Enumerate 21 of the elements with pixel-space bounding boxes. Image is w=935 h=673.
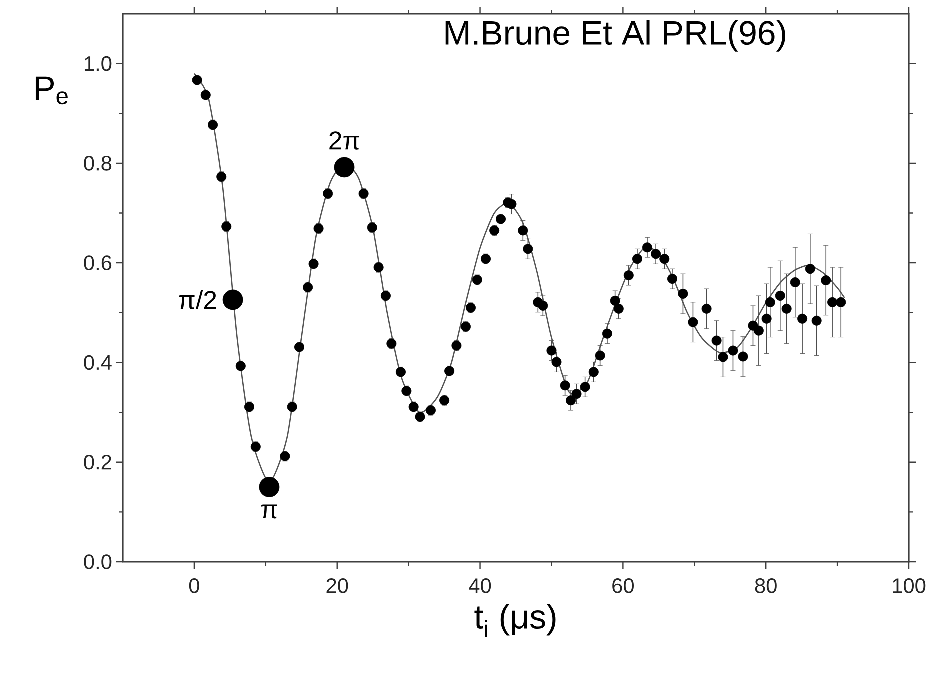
point xyxy=(222,290,244,310)
y-tick-label: 0.2 xyxy=(84,454,112,470)
y-tick-label: 1.0 xyxy=(84,56,112,72)
annotation: π xyxy=(262,504,278,519)
y-axis-title: P$_{e}$ xyxy=(36,76,68,105)
y-tick-label: 0.0 xyxy=(84,554,112,570)
y-tick-label: 0.8 xyxy=(84,156,112,171)
annotation: 2π xyxy=(330,132,360,150)
x-tick-label: 60 xyxy=(612,578,634,594)
y-tick-label: 0.6 xyxy=(84,256,112,270)
x-tick-label: 0 xyxy=(189,578,200,594)
x-axis-title: t$_{i}$ (μs) xyxy=(474,604,556,638)
x-tick-label: 40 xyxy=(469,578,492,594)
point xyxy=(334,157,355,178)
x-tick-label: 80 xyxy=(755,578,777,594)
chart-title: M.Brune Et Al PRL(96) xyxy=(446,20,786,52)
y-tick-label: 0.4 xyxy=(84,355,112,370)
point xyxy=(259,477,280,498)
x-tick-label: 100 xyxy=(893,578,926,594)
x-tick-label: 20 xyxy=(326,578,348,594)
annotation: π/2 xyxy=(179,290,216,310)
